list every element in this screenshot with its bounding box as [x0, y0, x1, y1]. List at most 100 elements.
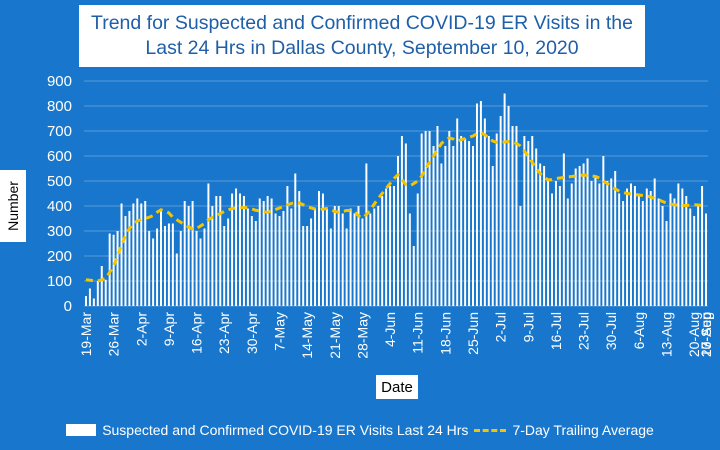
x-tick-label: 7-May: [271, 312, 287, 351]
bar: [195, 231, 198, 306]
bar: [389, 186, 392, 306]
bar: [464, 138, 467, 306]
bar: [92, 298, 95, 306]
y-tick-label: 900: [47, 73, 72, 90]
bar: [128, 211, 131, 306]
bar: [503, 93, 506, 306]
bar: [705, 213, 708, 306]
x-tick-label: 10-Sep: [698, 312, 714, 357]
bar: [124, 216, 127, 306]
bar: [377, 206, 380, 306]
bar: [487, 136, 490, 306]
bar: [440, 163, 443, 306]
x-tick-labels: 19-Mar 26-Mar 2-Apr 9-Apr 16-Apr 23-Apr 30-Apr…: [78, 312, 714, 359]
x-tick-label: 27-Aug: [698, 312, 714, 357]
chart-title: Trend for Suspected and Confirmed COVID-…: [79, 5, 645, 67]
bar: [278, 216, 281, 306]
bar: [333, 206, 336, 306]
bar: [562, 153, 565, 306]
y-tick-label: 100: [47, 273, 72, 290]
bar: [385, 188, 388, 306]
x-tick-label: 3-Sep: [698, 312, 714, 350]
bar: [100, 266, 103, 306]
bar: [400, 136, 403, 306]
bar: [444, 146, 447, 306]
bar: [227, 218, 230, 306]
bar: [681, 188, 684, 306]
bar: [258, 198, 261, 306]
bar: [586, 158, 589, 306]
bar: [306, 226, 309, 306]
legend-bars-label: Suspected and Confirmed COVID-19 ER Visi…: [102, 422, 469, 438]
bar: [211, 206, 214, 306]
bar: [156, 228, 159, 306]
bar: [412, 246, 415, 306]
average-line: [85, 131, 707, 283]
bar: [250, 216, 253, 306]
bar: [590, 181, 593, 306]
bar: [701, 186, 704, 306]
bar: [511, 126, 514, 306]
bar: [361, 218, 364, 306]
bar: [239, 193, 241, 306]
bar: [199, 238, 202, 306]
bar: [294, 173, 297, 306]
x-tick-label: 23-Apr: [216, 312, 232, 354]
bar: [175, 253, 178, 306]
bar: [349, 208, 352, 306]
bar: [365, 163, 368, 306]
bar: [582, 163, 585, 306]
bar: [310, 218, 313, 306]
bar: [345, 228, 348, 306]
bar: [685, 196, 688, 306]
bar: [594, 176, 597, 306]
x-tick-label: 4-Jun: [382, 312, 398, 347]
bar: [602, 156, 605, 306]
bar: [630, 183, 632, 306]
bar: [633, 186, 636, 306]
bar: [215, 196, 218, 306]
bar: [286, 186, 289, 306]
bar: [578, 166, 581, 306]
bar: [665, 221, 668, 306]
bar: [235, 188, 238, 306]
bar: [187, 206, 190, 306]
bar: [689, 208, 692, 306]
bar: [657, 198, 660, 306]
y-axis-label-box: Number: [0, 170, 26, 242]
x-tick-label: 16-Jul: [548, 312, 564, 350]
bar: [693, 216, 696, 306]
bar: [649, 191, 652, 306]
bar: [266, 196, 269, 306]
bar: [527, 141, 530, 306]
bar: [341, 213, 344, 306]
bar: [179, 231, 182, 306]
bar: [337, 206, 340, 306]
bar: [472, 146, 474, 306]
bar: [543, 166, 546, 306]
bar: [483, 118, 486, 306]
bar: [637, 193, 640, 306]
x-tick-label: 18-Jun: [437, 312, 453, 355]
x-tick-label: 9-Apr: [161, 312, 177, 347]
bar: [112, 234, 115, 306]
x-tick-label: 30-Jul: [603, 312, 619, 350]
bar: [404, 143, 407, 306]
x-tick-label: 30-Apr: [244, 312, 260, 354]
x-tick-label: 26-Mar: [106, 312, 122, 357]
bar: [535, 148, 538, 306]
bar: [448, 131, 451, 306]
bar: [207, 183, 210, 306]
bar: [223, 226, 226, 306]
legend-item-bars: Suspected and Confirmed COVID-19 ER Visi…: [66, 422, 468, 438]
bar: [136, 198, 139, 306]
bar: [254, 221, 257, 306]
bar: [460, 136, 463, 306]
bar: [456, 118, 459, 306]
bar: [203, 228, 206, 306]
y-tick-label: 400: [47, 198, 72, 215]
bar: [120, 203, 123, 306]
bar: [661, 206, 664, 306]
y-tick-label: 500: [47, 173, 72, 190]
y-tick-labels: 0 100 200 300 400 500 600 700 800 900: [47, 73, 72, 315]
